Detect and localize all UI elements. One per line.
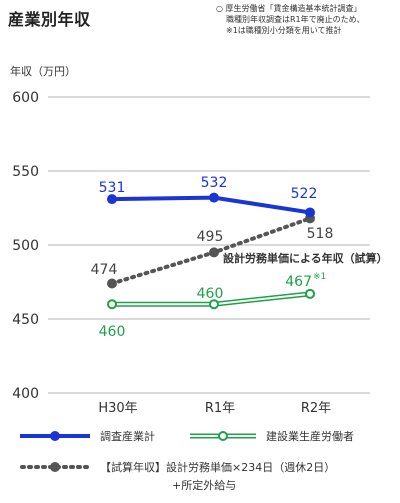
- legend-marker-construction: [218, 431, 228, 441]
- data-label-all-industries-0: 531: [99, 180, 126, 196]
- y-tick-600: 600: [12, 90, 39, 106]
- point-construction-2: [305, 288, 315, 299]
- note-line-1: ○ 厚生労働省「賃金構造基本統計調査」: [216, 3, 396, 14]
- note-line-1-text: 厚生労働省「賃金構造基本統計調査」: [225, 4, 362, 13]
- point-all-industries-2: [305, 207, 315, 218]
- data-label-construction-2-note: ※1: [313, 272, 326, 282]
- legend-label-estimate-line2: +所定外給与: [172, 478, 236, 492]
- point-estimate-0: [107, 278, 117, 289]
- estimate-annotation: 設計労務単価による年収（試算）: [223, 251, 388, 265]
- y-axis-label: 年収（万円）: [10, 64, 76, 78]
- data-label-construction-1: 460: [197, 286, 224, 302]
- point-estimate-1: [209, 247, 219, 258]
- data-label-all-industries-2: 522: [291, 186, 318, 202]
- point-construction-1: [209, 299, 219, 310]
- y-tick-450: 450: [12, 312, 39, 328]
- note-line-3: ※1は職種別小分類を用いて推計: [226, 26, 342, 35]
- data-label-estimate-2: 518: [307, 226, 334, 242]
- y-tick-550: 550: [12, 164, 39, 180]
- x-tick-2: R2年: [301, 401, 331, 416]
- legend-marker-all-industries: [50, 431, 60, 441]
- y-tick-500: 500: [12, 238, 39, 254]
- legend-marker-estimate: [50, 462, 60, 472]
- x-tick-0: H30年: [98, 401, 137, 416]
- source-note: ○ 厚生労働省「賃金構造基本統計調査」 職種別年収調査はR1年で廃止のため、 ※…: [216, 3, 396, 36]
- y-tick-400: 400: [12, 386, 39, 402]
- legend-label-estimate: 【試算年収】設計労務単価×234日（週休2日）: [100, 460, 335, 474]
- point-all-industries-1: [209, 192, 219, 203]
- data-label-estimate-1: 495: [197, 229, 224, 245]
- page-title: 産業別年収: [8, 10, 91, 29]
- data-label-all-industries-1: 532: [201, 175, 228, 191]
- data-label-construction-0: 460: [99, 324, 126, 340]
- data-label-construction-2: 467: [285, 274, 312, 290]
- note-bullet: ○: [216, 4, 223, 13]
- point-all-industries-0: [107, 194, 117, 205]
- legend-label-construction: 建設業生産労働者: [266, 429, 354, 443]
- point-construction-0: [107, 299, 117, 310]
- legend-label-all-industries: 調査産業計: [100, 429, 155, 443]
- data-label-estimate-0: 474: [91, 262, 118, 278]
- x-tick-1: R1年: [205, 401, 235, 416]
- note-line-2: 職種別年収調査はR1年で廃止のため、: [226, 15, 365, 24]
